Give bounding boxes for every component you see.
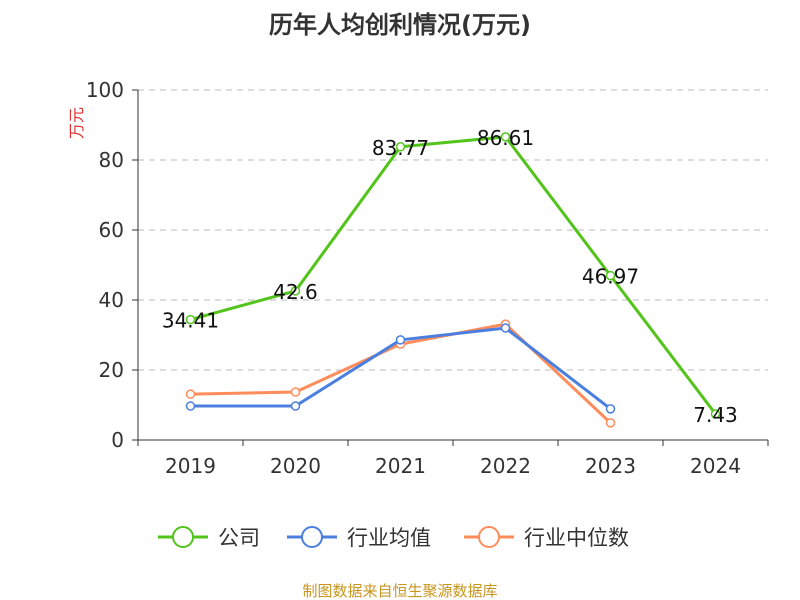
y-tick-label: 40 xyxy=(99,288,124,312)
y-tick-label: 0 xyxy=(111,428,124,452)
legend-marker xyxy=(478,526,500,548)
x-tick-label: 2023 xyxy=(585,454,636,478)
data-point xyxy=(185,314,196,325)
data-point xyxy=(290,401,301,411)
x-tick-label: 2022 xyxy=(480,454,531,478)
x-tick-label: 2024 xyxy=(690,454,741,478)
data-label: 46.97 xyxy=(582,265,639,289)
data-label: 86.61 xyxy=(477,126,534,150)
data-label: 7.43 xyxy=(693,403,738,427)
series-line-0 xyxy=(190,135,717,415)
y-tick-label: 80 xyxy=(99,148,124,172)
y-tick-label: 20 xyxy=(99,358,124,382)
data-point xyxy=(605,404,616,414)
data-point xyxy=(185,401,196,411)
x-tick-label: 2019 xyxy=(165,454,216,478)
chart-title: 历年人均创利情况(万元) xyxy=(269,11,531,39)
data-point xyxy=(605,418,616,428)
y-tick-label: 60 xyxy=(99,218,124,242)
data-label: 34.41 xyxy=(162,309,219,333)
x-tick-label: 2020 xyxy=(270,454,321,478)
data-point xyxy=(395,335,406,345)
data-point xyxy=(500,323,511,333)
data-point xyxy=(290,286,301,296)
y-axis-label: 万元 xyxy=(67,107,86,139)
x-tick-label: 2021 xyxy=(375,454,426,478)
data-label: 42.6 xyxy=(273,280,318,304)
data-point xyxy=(185,389,196,399)
data-point xyxy=(500,132,511,142)
y-tick-label: 100 xyxy=(86,78,124,102)
data-point xyxy=(395,142,406,152)
legend-label: 行业均值 xyxy=(347,526,431,550)
legend-label: 行业中位数 xyxy=(524,526,629,550)
data-point xyxy=(290,387,301,397)
data-label: 83.77 xyxy=(372,136,429,160)
legend-marker xyxy=(172,526,194,548)
legend-label: 公司 xyxy=(218,526,260,550)
data-point xyxy=(605,270,616,281)
legend-marker xyxy=(301,526,323,548)
footer-source: 制图数据来自恒生聚源数据库 xyxy=(302,582,497,600)
data-point xyxy=(710,409,721,419)
